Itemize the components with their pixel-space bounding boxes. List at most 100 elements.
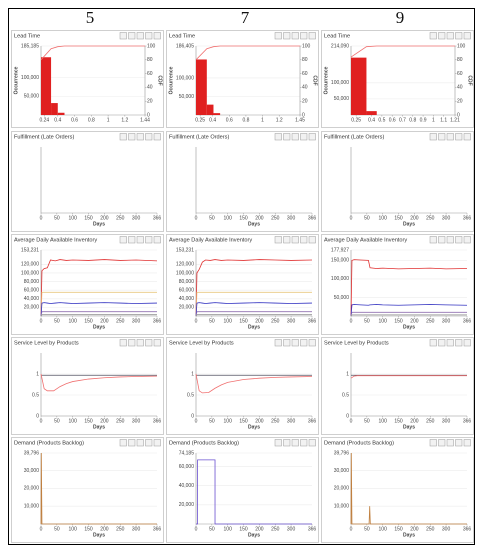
x-tick-label: 300 <box>287 526 296 532</box>
y-tick-label: 185,185 <box>21 43 39 49</box>
x-tick-label: 100 <box>224 418 233 424</box>
x-axis-label: Days <box>93 221 105 227</box>
x-tick-label: 50 <box>209 215 215 221</box>
panel-title: Lead Time <box>169 33 195 39</box>
x-tick-label: 0.7 <box>399 117 406 123</box>
x-tick-label: 366 <box>463 418 472 424</box>
bar <box>351 57 367 115</box>
panel-title: Demand (Products Backlog) <box>169 440 239 446</box>
x-tick-label: 0.8 <box>242 117 249 123</box>
y-tick-label: 1 <box>346 371 349 377</box>
x-tick-label: 300 <box>287 318 296 324</box>
y2-tick-label: 80 <box>457 57 463 63</box>
panel-title: Lead Time <box>324 33 350 39</box>
panel-icon <box>291 32 299 40</box>
y-tick-label: 39,796 <box>24 450 40 456</box>
x-tick-label: 250 <box>271 418 280 424</box>
series-line <box>350 314 467 317</box>
panel-icon <box>463 236 471 244</box>
panel-title: Average Daily Available Inventory <box>169 237 252 243</box>
y-tick-label: 50,000 <box>24 94 40 100</box>
panel-icon <box>145 32 153 40</box>
x-tick-label: 300 <box>132 526 141 532</box>
panel-icon <box>455 439 463 447</box>
column-header: 7 <box>241 8 250 27</box>
bar <box>57 112 65 115</box>
panel-icon <box>128 236 136 244</box>
x-tick-label: 0.6 <box>226 117 233 123</box>
x-tick-label: 150 <box>84 215 93 221</box>
x-tick-label: 0 <box>40 215 43 221</box>
y-tick-label: 214,090 <box>331 43 349 49</box>
y2-tick-label: 40 <box>457 85 463 91</box>
x-tick-label: 50 <box>54 215 60 221</box>
x-tick-label: 50 <box>54 418 60 424</box>
bar <box>51 103 58 115</box>
panel-icon <box>119 133 127 141</box>
y-axis-label: Occurrence <box>323 66 329 94</box>
panel-icon <box>153 439 161 447</box>
panel-icon <box>455 236 463 244</box>
x-tick-label: 250 <box>116 418 125 424</box>
y-tick-label: 100,000 <box>176 75 194 81</box>
panel-icon <box>429 32 437 40</box>
y2-tick-label: 20 <box>302 99 308 105</box>
panel-icon <box>300 133 308 141</box>
x-tick-label: 0 <box>350 318 353 324</box>
x-tick-label: 150 <box>239 318 248 324</box>
x-tick-label: 150 <box>394 418 403 424</box>
x-tick-label: 0.25 <box>195 117 205 123</box>
x-tick-label: 100 <box>224 215 233 221</box>
y2-tick-label: 0 <box>457 112 460 118</box>
x-tick-label: 100 <box>69 526 78 532</box>
panel-icon <box>274 236 282 244</box>
x-axis-label: Days <box>403 532 415 538</box>
panel-icon <box>455 133 463 141</box>
x-tick-label: 0.6 <box>71 117 78 123</box>
x-tick-label: 1.1 <box>440 117 447 123</box>
panel-title: Fulfillment (Late Orders) <box>169 134 229 140</box>
panel-icon <box>136 439 144 447</box>
x-axis-label: Days <box>93 324 105 330</box>
panel-icon <box>274 339 282 347</box>
y-tick-label: 20,000 <box>24 305 40 311</box>
panel-title: Fulfillment (Late Orders) <box>324 134 384 140</box>
y-tick-label: 40,000 <box>179 483 195 489</box>
panel-icon <box>438 439 446 447</box>
x-tick-label: 200 <box>255 418 264 424</box>
x-tick-label: 50 <box>364 418 370 424</box>
x-tick-label: 200 <box>255 215 264 221</box>
panel-title: Fulfillment (Late Orders) <box>14 134 74 140</box>
x-tick-label: 0 <box>195 215 198 221</box>
panel-icon <box>119 236 127 244</box>
panel-icon <box>308 439 316 447</box>
x-tick-label: 200 <box>100 215 109 221</box>
x-tick-label: 150 <box>394 526 403 532</box>
panel <box>321 234 474 335</box>
y-tick-label: 100,000 <box>21 270 39 276</box>
x-tick-label: 250 <box>426 526 435 532</box>
y2-tick-label: 20 <box>457 99 463 105</box>
x-tick-label: 1.45 <box>295 117 305 123</box>
x-tick-label: 0.8 <box>409 117 416 123</box>
panel <box>321 337 474 435</box>
series-line <box>195 291 312 317</box>
cdf-line <box>40 45 145 61</box>
panel-icon <box>446 236 454 244</box>
x-tick-label: 0 <box>40 526 43 532</box>
panel-icon <box>283 339 291 347</box>
x-tick-label: 50 <box>209 418 215 424</box>
panel-icon <box>145 439 153 447</box>
y2-axis-label: CDF <box>467 75 473 85</box>
series-line <box>40 452 157 525</box>
x-tick-label: 300 <box>442 215 451 221</box>
x-tick-label: 0.4 <box>368 117 375 123</box>
panel-icon <box>128 32 136 40</box>
y-tick-label: 60,000 <box>179 464 195 470</box>
series-line <box>350 452 467 525</box>
panel <box>166 234 319 335</box>
panel-icon <box>145 133 153 141</box>
x-tick-label: 1.2 <box>121 117 128 123</box>
x-tick-label: 150 <box>394 318 403 324</box>
y-tick-label: 153,231 <box>21 247 39 253</box>
